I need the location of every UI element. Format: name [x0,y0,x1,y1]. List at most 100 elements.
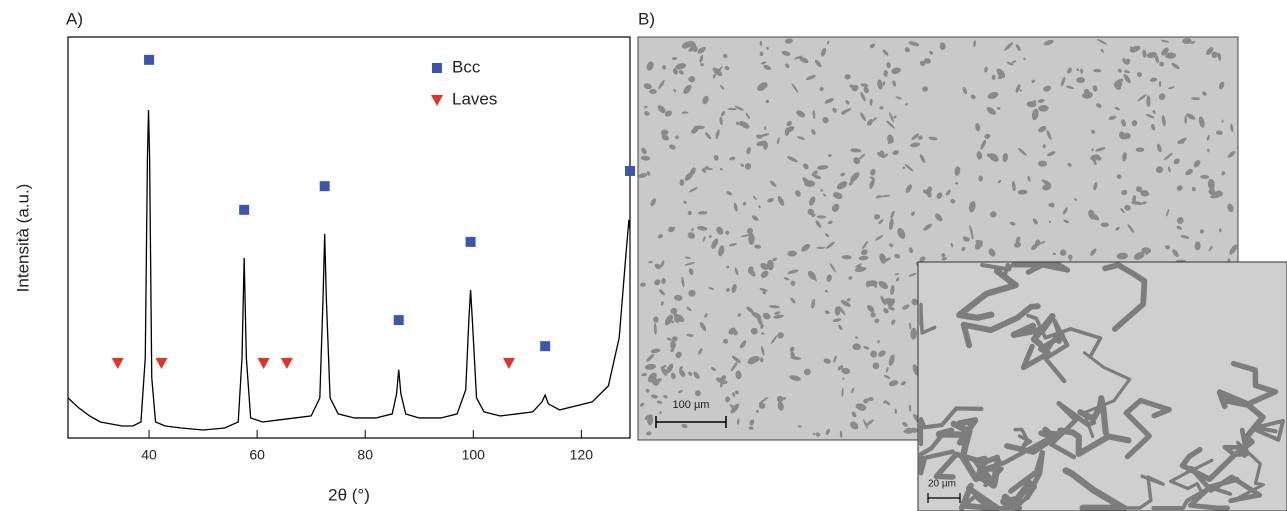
phase-speck [762,312,771,320]
phase-speck [888,306,895,311]
phase-speck [681,423,688,429]
phase-speck [1158,80,1162,88]
phase-speck [753,195,757,200]
phase-speck [855,345,859,349]
phase-speck [861,249,868,256]
phase-vein [1004,426,1063,455]
phase-speck [900,381,906,386]
phase-speck [689,167,696,176]
scale-bar [655,416,727,428]
phase-speck [718,245,725,257]
panel-label: A) [66,9,83,28]
phase-speck [934,213,943,222]
phase-speck [760,61,767,65]
phase-speck [691,127,699,134]
phase-speck [708,235,712,239]
phase-speck [1215,130,1223,135]
phase-speck [653,322,657,335]
phase-speck [878,280,888,289]
phase-speck [736,418,740,425]
phase-speck [1190,41,1196,45]
phase-speck [781,397,787,401]
phase-speck [1043,85,1052,92]
phase-speck [770,335,778,344]
phase-speck [832,192,843,200]
phase-speck [865,419,874,427]
phase-speck [870,350,877,358]
phase-speck [882,257,891,263]
phase-speck [1004,42,1014,51]
phase-speck [1048,202,1055,208]
phase-speck [702,236,706,242]
phase-speck [1060,76,1066,87]
phase-speck [659,82,664,86]
phase-speck [1149,77,1158,82]
phase-speck [905,427,912,433]
phase-speck [1142,49,1147,58]
phase-speck [848,180,854,186]
phase-speck [1130,46,1135,53]
phase-speck [997,106,1001,110]
phase-speck [772,257,777,262]
phase-speck [763,141,768,150]
phase-speck [657,233,663,239]
phase-speck [894,408,898,414]
phase-vein [1216,389,1266,445]
phase-speck [776,137,780,145]
phase-speck [786,120,792,127]
phase-speck [910,327,918,340]
phase-speck [679,179,685,186]
phase-speck [740,163,745,167]
x-tick-label: 120 [570,447,594,463]
phase-speck [838,306,846,316]
phase-speck [679,366,683,371]
phase-speck [1080,68,1084,74]
phase-speck [751,311,762,319]
phase-marker [144,54,155,65]
phase-speck [923,223,933,231]
phase-speck [760,270,769,278]
phase-speck [777,401,784,411]
phase-speck [660,129,668,136]
phase-speck [976,151,983,160]
phase-vein [918,430,955,476]
phase-speck [750,327,758,335]
phase-speck [701,168,707,173]
phase-speck [789,375,801,381]
phase-speck [723,53,728,59]
phase-speck [799,57,809,64]
phase-vein [1123,397,1172,460]
phase-speck [1145,113,1155,119]
phase-speck [663,394,668,399]
phase-speck [889,243,894,248]
phase-speck [831,203,840,212]
phase-speck [787,269,799,274]
phase-speck [795,190,801,197]
phase-speck [867,119,874,126]
phase-speck [681,276,685,288]
phase-speck [661,277,666,285]
phase-speck [1091,148,1094,152]
phase-speck [904,164,914,172]
phase-speck [975,123,981,132]
phase-speck [1100,222,1110,228]
phase-speck [1193,160,1201,168]
phase-speck [664,110,673,117]
phase-speck [805,75,816,81]
phase-speck [919,256,926,263]
phase-speck [875,235,884,241]
phase-vein [1010,262,1071,275]
phase-speck [811,170,818,177]
phase-speck [730,403,740,414]
phase-speck [708,287,715,290]
phase-speck [827,220,833,225]
phase-speck [873,214,881,220]
phase-speck [1125,58,1131,65]
phase-speck [1060,249,1067,256]
phase-speck [705,132,712,140]
phase-speck [1015,84,1021,93]
phase-vein [1008,449,1046,501]
phase-speck [832,107,837,113]
phase-speck [728,243,737,247]
phase-speck [1100,48,1104,53]
